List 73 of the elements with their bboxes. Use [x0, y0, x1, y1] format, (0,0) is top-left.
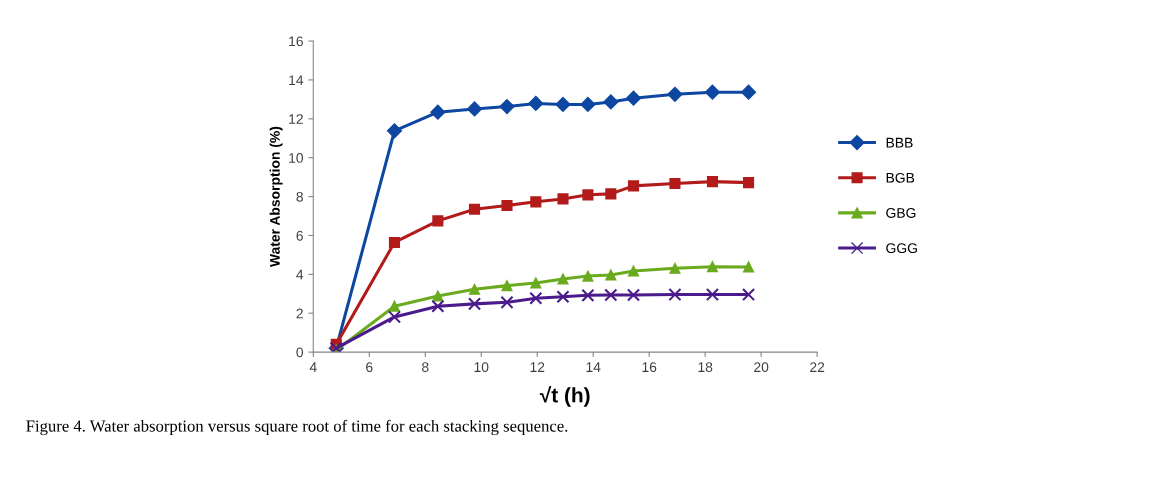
point	[605, 188, 617, 200]
x-tick-label: 18	[698, 362, 713, 373]
x-tick-label: 20	[754, 362, 769, 373]
point	[556, 290, 570, 304]
point	[604, 288, 618, 302]
legend-label: GGG	[886, 243, 917, 254]
point	[742, 261, 755, 273]
x-tick-label: 22	[810, 362, 825, 372]
x-axis-title: √t (h)	[539, 385, 590, 407]
point	[501, 280, 513, 292]
point	[430, 104, 446, 120]
x-tick-label: 8	[422, 362, 429, 373]
point	[704, 84, 721, 100]
point	[555, 96, 571, 113]
caption: Figure 4. Water absorption versus square root of time for each stacking sequence.	[26, 419, 568, 436]
point	[667, 86, 683, 102]
point	[626, 288, 641, 302]
point	[582, 270, 594, 282]
point	[557, 193, 569, 205]
y-tick-label: 2	[296, 308, 303, 319]
legend-label: BBB	[886, 137, 913, 148]
point	[530, 196, 542, 208]
point	[432, 215, 444, 227]
y-tick-label: 4	[296, 269, 304, 280]
x-tick-label: 4	[309, 362, 317, 372]
point	[466, 101, 483, 117]
point	[388, 236, 401, 249]
point	[625, 90, 642, 106]
point	[581, 288, 595, 302]
point	[706, 261, 719, 273]
y-tick-label: 14	[289, 75, 304, 85]
point	[669, 262, 681, 274]
x-tick-label: 16	[642, 362, 657, 373]
point	[627, 180, 640, 192]
point	[603, 94, 619, 110]
point	[387, 310, 402, 324]
point	[468, 283, 481, 295]
x-tick-label: 10	[474, 362, 489, 373]
y-tick-label: 16	[289, 36, 303, 47]
point	[386, 123, 403, 139]
y-tick-label: 8	[296, 191, 303, 202]
y-tick-label: 6	[296, 230, 303, 241]
x-tick-label: 6	[366, 362, 373, 373]
point	[605, 269, 617, 281]
point	[580, 96, 596, 113]
point	[501, 199, 513, 212]
point	[468, 203, 481, 215]
point	[467, 297, 482, 311]
point	[557, 273, 569, 285]
point	[627, 265, 640, 277]
point	[500, 295, 514, 309]
point	[706, 176, 719, 188]
legend-label: BGB	[886, 172, 915, 183]
y-tick-label: 10	[289, 153, 304, 163]
x-tick-label: 12	[530, 362, 545, 372]
point	[528, 95, 544, 112]
point	[742, 177, 755, 189]
point	[582, 189, 594, 201]
point	[431, 299, 445, 313]
point	[669, 177, 681, 190]
point	[668, 287, 682, 302]
point	[432, 290, 444, 302]
y-axis-title: Water Absorption (%)	[269, 126, 283, 268]
point	[529, 291, 543, 305]
point	[499, 99, 515, 115]
point	[741, 287, 756, 302]
legend-label: GBG	[886, 208, 916, 218]
y-tick-label: 0	[296, 347, 304, 358]
y-tick-label: 12	[289, 114, 303, 124]
point	[705, 287, 720, 302]
point	[740, 84, 757, 100]
x-tick-label: 14	[586, 362, 601, 372]
point	[530, 277, 542, 289]
